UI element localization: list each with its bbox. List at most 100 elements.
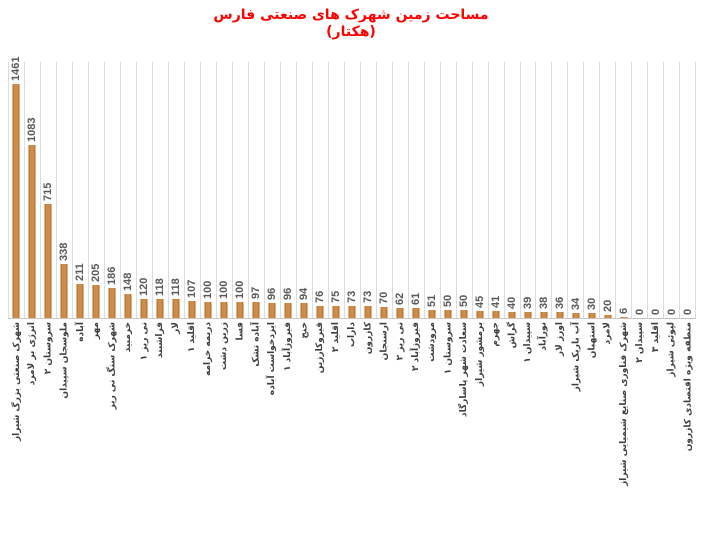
- bar-column: 186 شهرک سنگ نی ریز: [105, 62, 121, 409]
- bar: [396, 308, 404, 318]
- bar-column: 211 آباده: [73, 62, 89, 342]
- bar-value-label: 120: [138, 277, 151, 296]
- bar-column: 6 شهرک فناوری صنایع شیمیایی شیراز: [616, 62, 633, 486]
- bar-value-label: 40: [506, 296, 518, 309]
- bar-value-label: 30: [585, 297, 598, 310]
- bar: [284, 303, 292, 318]
- bar-column: 62 نی ریز ۲: [393, 62, 409, 360]
- bar-value-label: 1461: [10, 56, 23, 81]
- bar-value-label: 34: [569, 297, 582, 310]
- bar-column: 36 اورز لار: [552, 62, 569, 356]
- bar-value-label: 51: [426, 294, 439, 307]
- category-label: شهرک فناوری صنایع شیمیایی شیراز: [618, 322, 629, 486]
- bar-value-label: 45: [474, 295, 487, 308]
- bar-value-label: 73: [346, 290, 359, 303]
- bar: [60, 264, 68, 318]
- bar-column: 30 استهبان: [584, 62, 601, 358]
- bar-column: 45 برمشور شیراز: [473, 62, 489, 386]
- bar-column: 75 اقلید ۲: [329, 62, 345, 352]
- bar-column: 51 مرودشت: [425, 62, 441, 362]
- bar-value-label: 118: [154, 278, 167, 296]
- bar-value-label: 36: [553, 296, 566, 309]
- bar-column: 73 داراب: [345, 62, 361, 347]
- bar-column: 715 سروستان ۲: [41, 62, 57, 374]
- bar-column: 0 منطقه ویژه اقتصادی کازرون: [680, 62, 697, 451]
- category-label: سروستان ۲: [43, 322, 54, 375]
- bar: [524, 312, 532, 318]
- category-label: سعادت شهر پاسارگاد: [459, 322, 470, 418]
- bar-value-label: 100: [202, 280, 215, 299]
- chart-title-line2: (هکتار): [326, 24, 376, 40]
- bar-value-label: 41: [490, 295, 503, 308]
- category-label: اقلید ۳: [650, 322, 661, 353]
- bar-value-label: 211: [74, 263, 87, 281]
- category-label: سروستان ۱: [443, 322, 454, 375]
- bar-value-label: 118: [170, 278, 183, 296]
- bar-column: 1461 شهرک صنعتی بزرگ شیراز: [8, 57, 25, 441]
- category-label: جهرم: [491, 322, 502, 347]
- bar: [76, 284, 84, 318]
- category-label: زرین دشت: [219, 322, 230, 370]
- bar-value-label: 107: [186, 279, 199, 298]
- bar-column: 50 سعادت شهر پاسارگاد: [457, 62, 473, 417]
- bar-value-label: 6: [617, 307, 630, 314]
- bar-column: 1083 انرژی بر لامرد: [25, 62, 41, 385]
- category-label: کازرون: [363, 322, 374, 355]
- chart-title: مساحت زمین شهرک های صنعتی فارس (هکتار): [0, 7, 702, 41]
- bar-column: 100 فسا: [233, 62, 249, 340]
- category-label: داراب: [347, 322, 358, 348]
- x-axis-line: [8, 318, 696, 319]
- bar-column: 20 لامرد: [600, 62, 617, 345]
- bar-value-label: 62: [394, 292, 407, 305]
- chart-title-line1: مساحت زمین شهرک های صنعتی فارس: [213, 7, 489, 23]
- bar-column: 100 زرین دشت: [217, 62, 233, 370]
- bar-value-label: 38: [537, 296, 550, 309]
- bar-value-label: 715: [42, 182, 55, 201]
- bar-column: 0 لپوئی شیراز: [664, 62, 681, 377]
- bar-column: 107 اقلید ۱: [185, 62, 201, 352]
- bar-column: 120 نی ریز ۱: [137, 62, 153, 360]
- bar-value-label: 73: [362, 290, 375, 303]
- bar-value-label: 50: [442, 294, 455, 307]
- category-label: لار: [171, 322, 182, 334]
- bar-column: 97 آباده تشک: [249, 62, 265, 367]
- bar-value-label: 96: [266, 287, 279, 300]
- bar-column: 34 آب باریک شیراز: [568, 62, 585, 391]
- category-label: شهرک صنعتی بزرگ شیراز: [11, 322, 22, 441]
- bar: [444, 310, 452, 318]
- bar: [140, 299, 148, 318]
- bar: [188, 301, 196, 318]
- plot-area: 1461 شهرک صنعتی بزرگ شیراز 1083 انرژی بر لا…: [8, 57, 697, 486]
- category-label: ارسنجان: [379, 322, 390, 361]
- category-label: ایزدخواست آباده: [267, 322, 278, 396]
- bar-column: 50 سروستان ۱: [441, 62, 457, 374]
- category-label: آب باریک شیراز: [570, 322, 581, 392]
- bar: [252, 302, 260, 318]
- category-label: گراش: [507, 322, 518, 349]
- bar-value-label: 1083: [26, 117, 39, 142]
- bar-column: 38 نورآباد: [536, 62, 553, 351]
- bar-column: 96 ایزدخواست آباده: [265, 62, 281, 395]
- bar: [172, 299, 180, 318]
- bar-column: 100 دریمه خرامه: [201, 62, 217, 376]
- bar-value-label: 20: [601, 299, 614, 312]
- bar-column: 41 جهرم: [489, 62, 505, 347]
- category-label: فراشبند: [155, 322, 166, 358]
- category-label: نی ریز ۱: [139, 322, 150, 361]
- category-label: ملوسجان سپیدان: [59, 322, 70, 399]
- bar-value-label: 50: [458, 294, 471, 307]
- category-label: برمشور شیراز: [475, 322, 486, 387]
- category-label: لامرد: [602, 322, 613, 345]
- category-label: آباده: [75, 322, 86, 342]
- bar-column: 148 خرمبید: [121, 62, 137, 352]
- bar: [92, 285, 100, 318]
- bar-value-label: 100: [234, 280, 247, 299]
- bar-column: 61 فیروزآباد ۲: [409, 62, 425, 371]
- category-label: استهبان: [586, 322, 597, 359]
- bar-value-label: 186: [106, 266, 119, 285]
- bar-value-label: 39: [521, 296, 534, 309]
- bar-column: 94 خنج: [297, 62, 313, 339]
- bar: [332, 306, 340, 318]
- bar-column: 118 فراشبند: [153, 62, 169, 358]
